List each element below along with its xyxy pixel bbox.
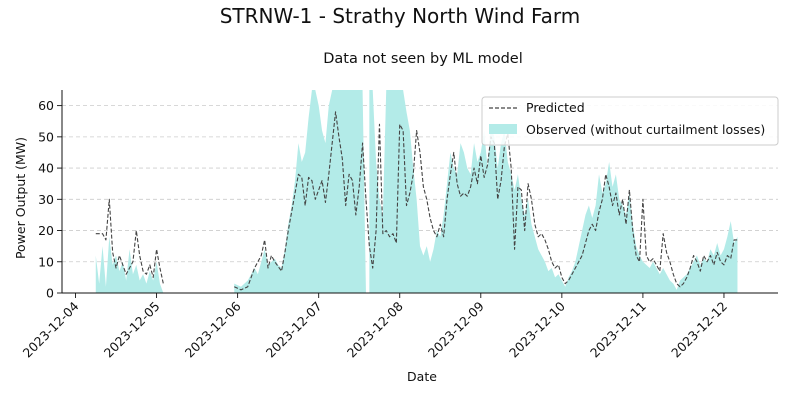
y-tick-label: 40 [38,161,54,176]
x-tick-label: 2023-12-04 [20,298,82,360]
axes [61,90,778,294]
x-tick-label: 2023-12-08 [344,298,406,360]
legend-box [481,96,779,146]
legend-observed-label: Observed (without curtailment losses) [526,122,765,137]
y-tick-label: 30 [38,192,54,207]
x-tick-label: 2023-12-07 [263,299,325,361]
y-axis-label: Power Output (MW) [13,137,28,259]
x-axis-label: Date [407,369,437,384]
legend-observed-swatch [489,124,517,134]
x-tick-label: 2023-12-11 [587,299,649,361]
x-tick-label: 2023-12-09 [425,298,487,360]
observed-area [95,236,164,293]
y-tick-label: 60 [38,98,54,113]
observed-area-layer [95,90,738,293]
x-tick-label: 2023-12-10 [506,298,568,360]
y-tick-label: 50 [38,129,54,144]
y-tick-label: 0 [46,286,54,301]
y-tick-label: 10 [38,254,54,269]
observed-area [234,90,738,293]
x-tick-label: 2023-12-12 [668,299,730,361]
predicted-line [95,198,164,284]
y-tick-label: 20 [38,223,54,238]
x-tick-label: 2023-12-06 [182,298,244,360]
legend-predicted-label: Predicted [526,100,585,115]
legend: Predicted Observed (without curtailment … [481,96,779,146]
x-axis-ticks: 2023-12-04 2023-12-05 2023-12-06 2023-12-07… [20,293,730,360]
y-axis-ticks: 0 10 20 30 40 50 60 [38,98,62,301]
y-gridlines [62,105,778,294]
chart-subtitle: Data not seen by ML model [323,51,523,67]
x-tick-label: 2023-12-05 [101,299,163,361]
chart-title: STRNW-1 - Strathy North Wind Farm [220,4,581,28]
